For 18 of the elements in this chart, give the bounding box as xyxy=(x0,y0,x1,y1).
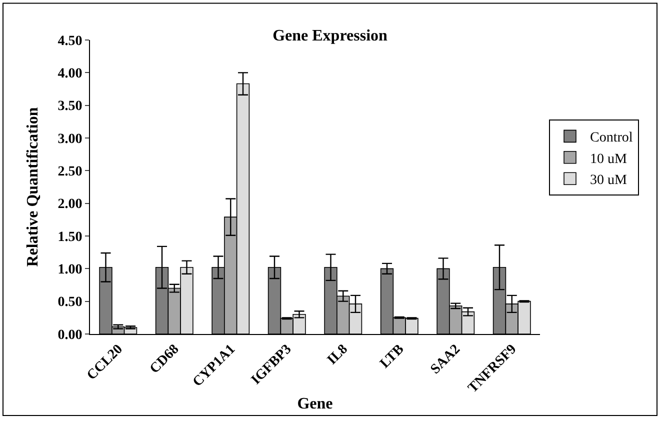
x-tick-label: LTB xyxy=(378,342,408,372)
y-tick-label: 0.00 xyxy=(58,328,82,343)
y-tick-label: 0.50 xyxy=(58,295,82,310)
legend-label: Control xyxy=(590,130,633,146)
y-tick-label: 2.50 xyxy=(58,164,82,180)
chart-title: Gene Expression xyxy=(272,28,388,45)
y-tick-label: 2.00 xyxy=(58,197,82,212)
y-tick-label: 4.00 xyxy=(58,66,82,82)
y-tick-label: 1.00 xyxy=(58,262,82,278)
x-tick-label: IL8 xyxy=(324,342,351,368)
legend-label: 30 uM xyxy=(590,173,628,188)
y-tick-label: 1.50 xyxy=(58,230,82,245)
y-tick-label: 3.50 xyxy=(58,99,82,114)
legend-label: 10 uM xyxy=(590,152,628,167)
y-tick-label: 4.50 xyxy=(58,34,82,49)
x-axis-title: Gene xyxy=(297,396,333,413)
y-tick-label: 3.00 xyxy=(58,132,82,147)
y-axis-title: Relative Quantification xyxy=(24,107,42,267)
